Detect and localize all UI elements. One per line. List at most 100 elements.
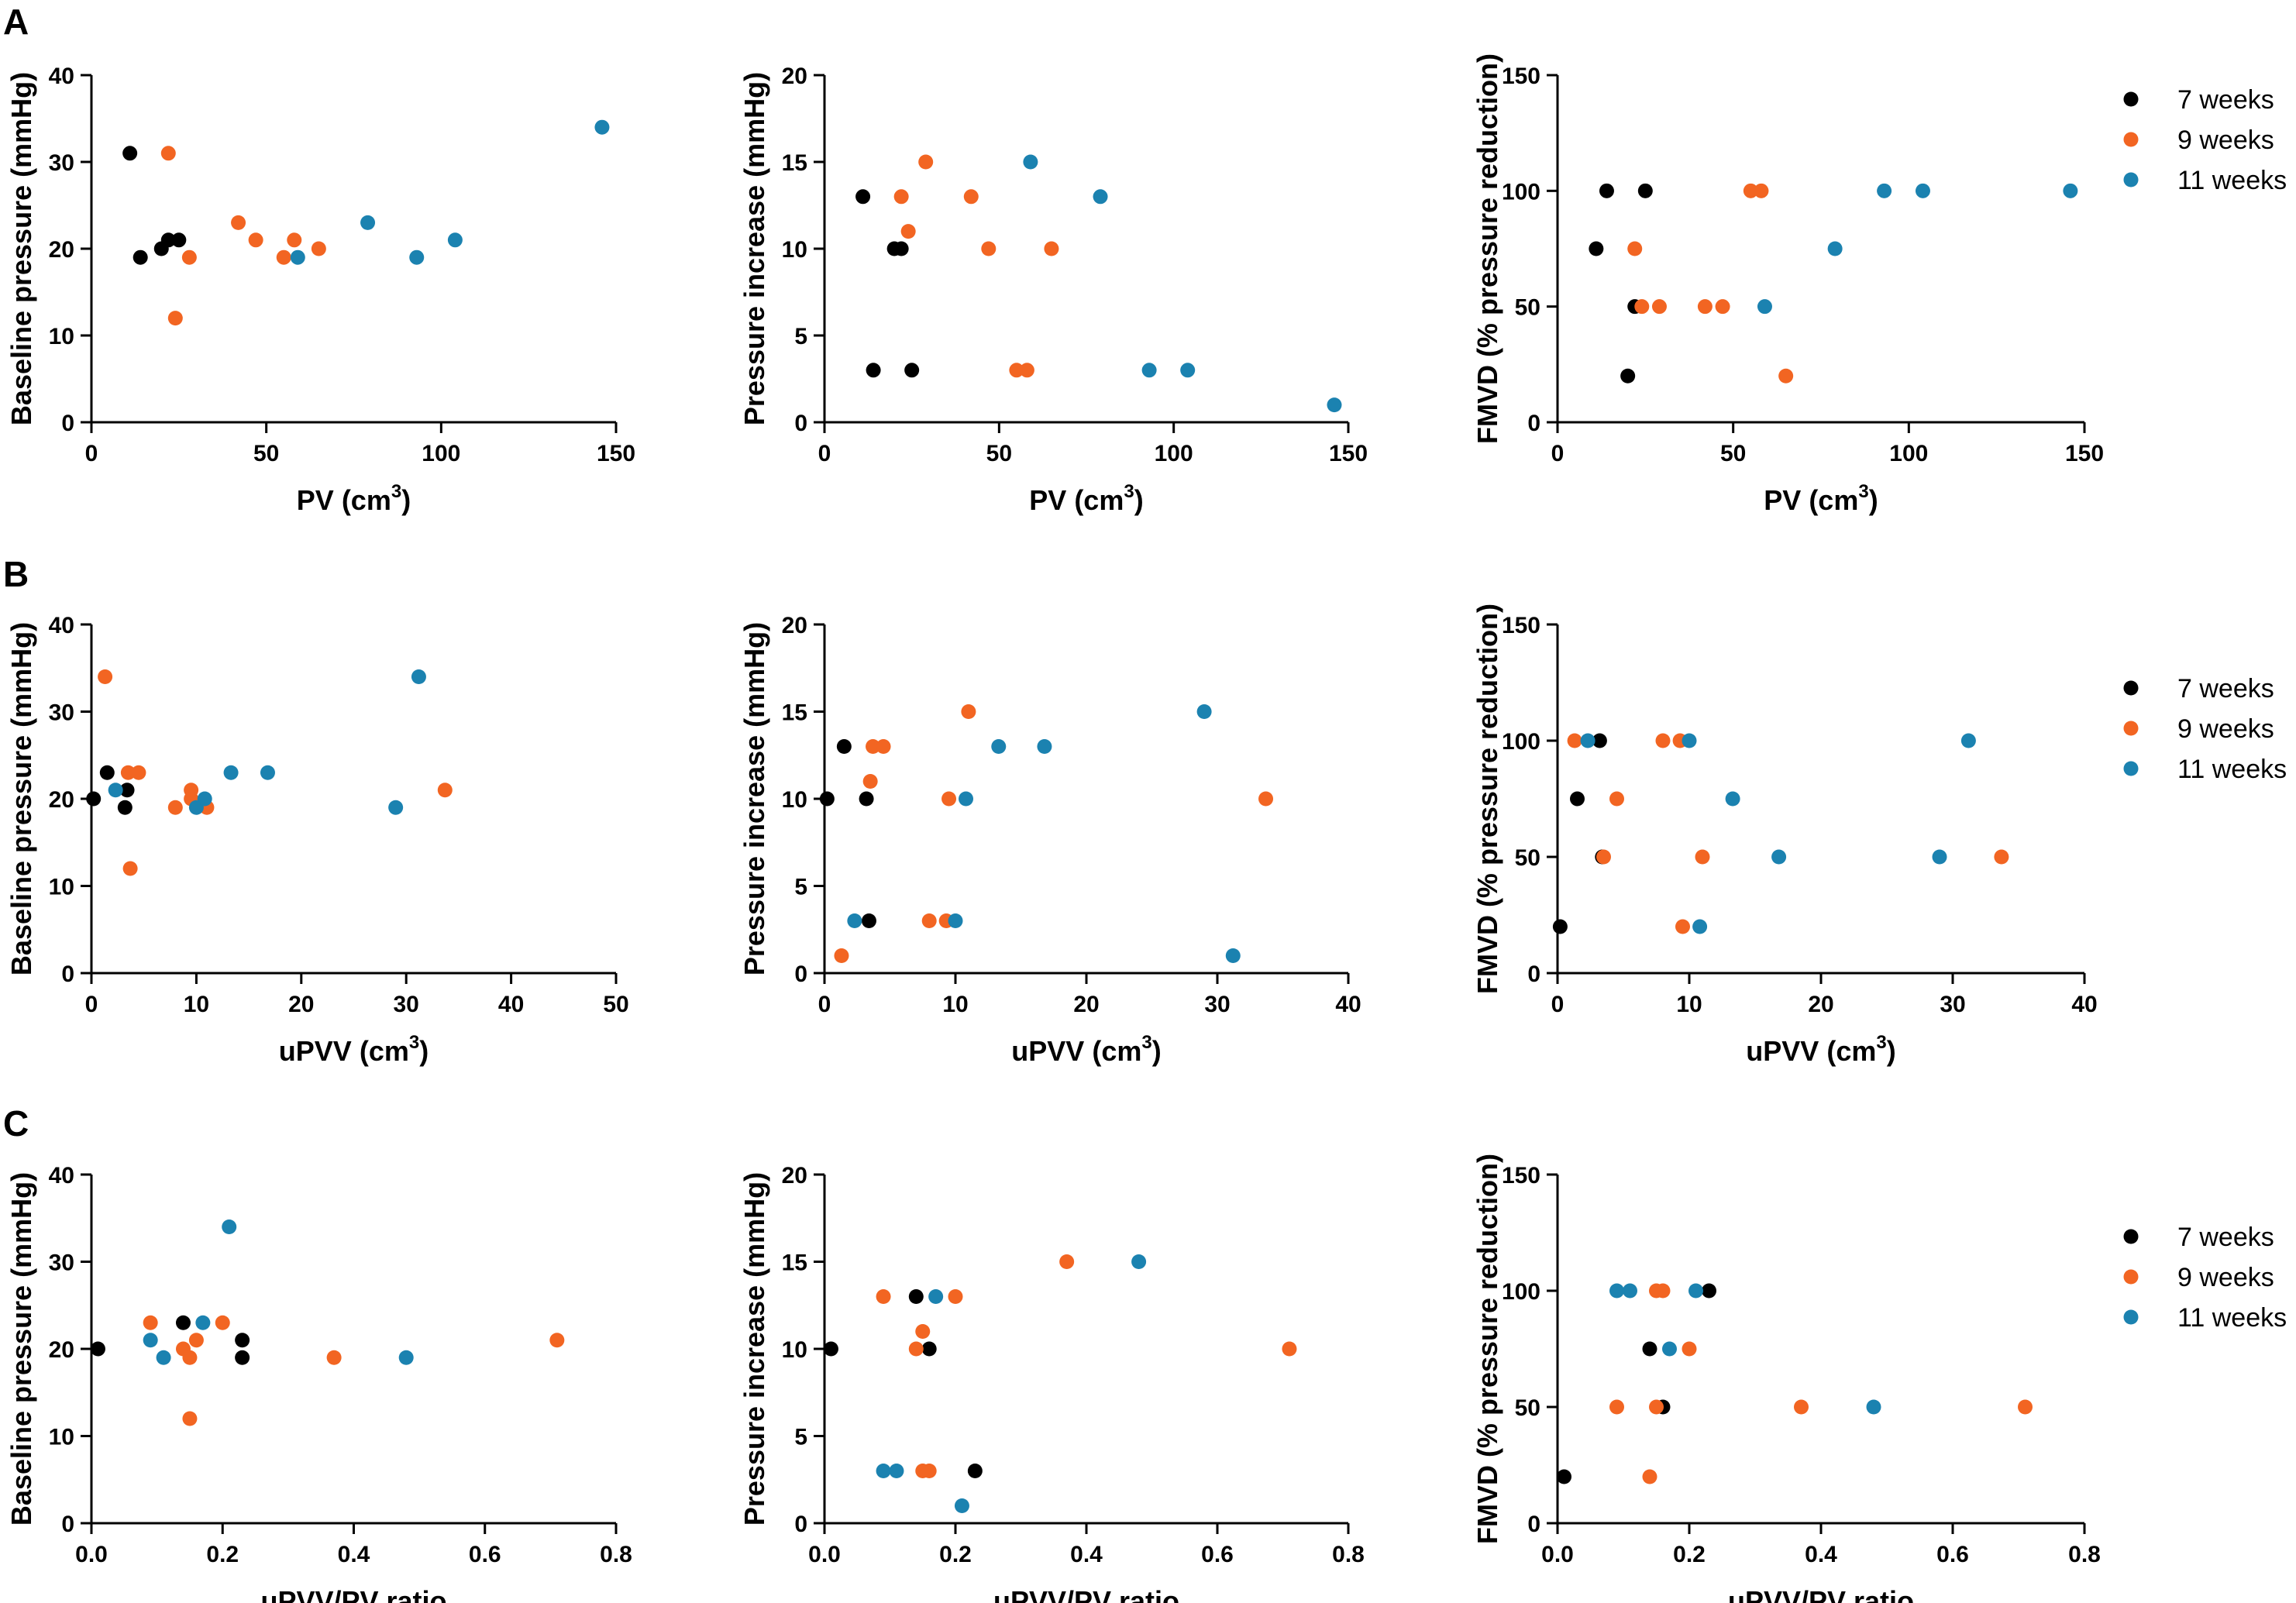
point-9-weeks — [215, 1315, 230, 1330]
legend-marker — [2123, 1309, 2139, 1325]
legend-label: 9 weeks — [2177, 714, 2274, 744]
point-7-weeks — [122, 146, 138, 161]
x-tick-label: 30 — [1940, 992, 1965, 1017]
y-tick-label: 100 — [1502, 1279, 1540, 1305]
point-11-weeks — [991, 739, 1007, 754]
point-9-weeks — [182, 1411, 198, 1426]
y-tick-label: 0 — [1527, 961, 1540, 987]
x-tick-label: 0.4 — [1070, 1542, 1103, 1567]
point-9-weeks — [437, 783, 453, 798]
row-letter-a: A — [3, 2, 29, 42]
point-9-weeks — [182, 1350, 198, 1365]
x-tick-label: 0.0 — [808, 1542, 841, 1567]
point-11-weeks — [143, 1333, 158, 1348]
point-7-weeks — [819, 791, 835, 807]
point-9-weeks — [862, 774, 878, 789]
point-7-weeks — [859, 791, 874, 807]
y-tick-label: 0 — [61, 961, 74, 987]
point-11-weeks — [959, 791, 974, 807]
y-tick-label: 10 — [49, 324, 74, 349]
x-tick-label: 0.2 — [1673, 1542, 1706, 1567]
point-9-weeks — [893, 189, 909, 205]
y-axis-title: Baseline pressure (mmHg) — [5, 72, 37, 425]
point-9-weeks — [941, 791, 957, 807]
point-7-weeks — [160, 232, 176, 248]
point-9-weeks — [311, 241, 326, 256]
point-11-weeks — [889, 1464, 904, 1478]
y-tick-label: 150 — [1502, 1163, 1540, 1188]
point-9-weeks — [921, 913, 937, 928]
point-9-weeks — [921, 1464, 937, 1478]
point-9-weeks — [1258, 791, 1274, 807]
x-tick-label: 0.8 — [1332, 1542, 1365, 1567]
point-11-weeks — [1866, 1399, 1881, 1415]
point-7-weeks — [133, 249, 148, 265]
x-tick-label: 40 — [2071, 992, 2097, 1017]
x-axis-title: uPVV/PV ratio — [993, 1585, 1179, 1603]
x-tick-label: 10 — [184, 992, 209, 1017]
y-tick-label: 15 — [782, 150, 807, 176]
point-7-weeks — [1570, 791, 1585, 807]
point-11-weeks — [360, 215, 376, 230]
point-7-weeks — [117, 800, 133, 815]
point-11-weeks — [594, 119, 610, 135]
panel-a1: 0 10 20 30 40 0 50 100 150 PV (cm3) Baseline press… — [5, 64, 635, 516]
y-tick-label: 0 — [1527, 1512, 1540, 1537]
y-tick-label: 20 — [49, 1337, 74, 1363]
x-tick-label: 20 — [1073, 992, 1099, 1017]
point-11-weeks — [411, 669, 426, 684]
point-9-weeks — [98, 669, 113, 684]
point-11-weeks — [1877, 183, 1892, 198]
point-9-weeks — [1655, 733, 1671, 748]
legend-marker — [2123, 761, 2139, 776]
x-axis-title: uPVV (cm3) — [1746, 1032, 1895, 1067]
panel-b2: 0 5 10 15 20 0 10 20 30 40 uPVV (cm3) Pressure incr… — [738, 613, 1361, 1067]
x-tick-label: 100 — [422, 441, 460, 466]
point-11-weeks — [1688, 1283, 1703, 1299]
x-tick-label: 100 — [1155, 441, 1193, 466]
y-tick-label: 30 — [49, 1250, 74, 1276]
point-11-weeks — [1580, 733, 1595, 748]
legend-label: 7 weeks — [2177, 674, 2274, 703]
point-11-weeks — [1131, 1254, 1147, 1269]
point-9-weeks — [248, 232, 263, 248]
point-9-weeks — [908, 1341, 924, 1357]
point-7-weeks — [1642, 1341, 1657, 1357]
point-9-weeks — [1697, 299, 1713, 315]
legend-label: 9 weeks — [2177, 1263, 2274, 1292]
point-9-weeks — [1649, 1399, 1664, 1415]
y-tick-label: 5 — [794, 324, 807, 349]
x-axis-title: PV (cm3) — [1764, 481, 1878, 516]
point-9-weeks — [918, 154, 934, 170]
point-11-weeks — [1327, 397, 1342, 413]
point-7-weeks — [1589, 241, 1604, 256]
y-tick-label: 40 — [49, 64, 74, 89]
point-11-weeks — [1692, 919, 1708, 934]
point-7-weeks — [1620, 368, 1636, 384]
point-11-weeks — [290, 249, 305, 265]
y-tick-label: 10 — [782, 1337, 807, 1363]
point-9-weeks — [1675, 919, 1690, 934]
x-tick-label: 10 — [942, 992, 968, 1017]
x-tick-label: 40 — [498, 992, 524, 1017]
point-9-weeks — [160, 146, 176, 161]
point-11-weeks — [1225, 948, 1241, 963]
y-tick-label: 30 — [49, 700, 74, 726]
x-axis-title: uPVV/PV ratio — [260, 1585, 446, 1603]
point-9-weeks — [143, 1315, 158, 1330]
y-tick-label: 50 — [1515, 845, 1540, 871]
point-7-weeks — [90, 1341, 105, 1357]
point-9-weeks — [287, 232, 302, 248]
legend-row-2: 7 weeks 9 weeks 11 weeks — [2123, 674, 2287, 784]
point-7-weeks — [823, 1341, 838, 1357]
y-axis-title: Pressure increase (mmHg) — [738, 72, 770, 425]
x-tick-label: 0 — [818, 992, 831, 1017]
y-axis-title: FMVD (% pressure reduction) — [1472, 604, 1503, 994]
point-11-weeks — [847, 913, 862, 928]
point-7-weeks — [175, 1315, 191, 1330]
x-tick-label: 150 — [1329, 441, 1368, 466]
point-9-weeks — [326, 1350, 342, 1365]
point-11-weeks — [447, 232, 463, 248]
legend-marker — [2123, 91, 2139, 107]
